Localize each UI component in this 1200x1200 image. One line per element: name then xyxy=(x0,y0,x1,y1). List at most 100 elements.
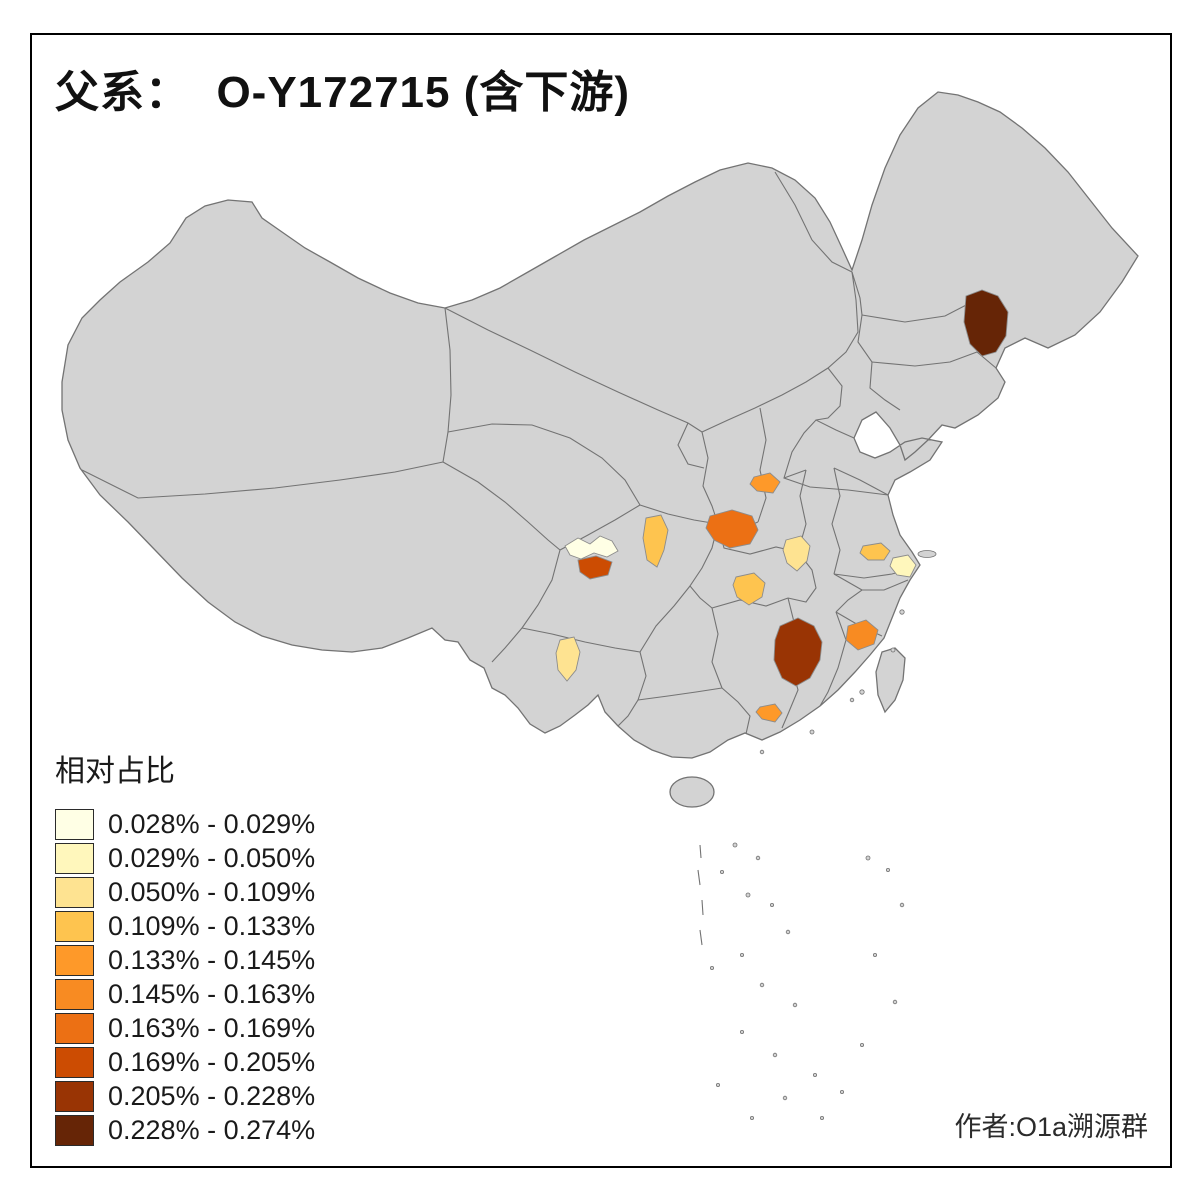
region-yunnan-central xyxy=(555,636,581,682)
province-border-line xyxy=(521,627,641,653)
islet xyxy=(759,749,765,755)
legend-range-label: 0.169% - 0.205% xyxy=(108,1047,316,1077)
province-border-line xyxy=(787,551,817,603)
islet xyxy=(755,855,761,861)
province-border-line xyxy=(851,271,901,411)
region-guangdong-delta xyxy=(755,703,783,723)
legend-swatch xyxy=(55,945,94,976)
legend-entry: 0.145% - 0.163% xyxy=(55,979,315,1010)
province-border-line xyxy=(637,687,723,701)
legend-entry: 0.163% - 0.169% xyxy=(55,1013,316,1044)
islet xyxy=(785,929,791,935)
legend-swatch xyxy=(55,809,94,840)
province-border-line xyxy=(701,431,719,525)
taiwan-island xyxy=(875,647,906,714)
islet xyxy=(740,1030,745,1035)
legend-range-label: 0.109% - 0.133% xyxy=(108,911,316,941)
province-border-line xyxy=(783,469,807,479)
legend-range-label: 0.029% - 0.050% xyxy=(108,843,316,873)
legend-swatch xyxy=(55,1047,94,1078)
region-sichuan-central xyxy=(564,535,619,560)
legend-range-label: 0.163% - 0.169% xyxy=(108,1013,316,1043)
legend-swatch xyxy=(55,1013,94,1044)
highlighted-regions xyxy=(555,289,1009,723)
region-jiangsu-south xyxy=(859,542,891,561)
islet xyxy=(720,870,725,875)
province-border-line xyxy=(444,307,703,433)
province-border-line xyxy=(639,504,719,525)
legend-entry: 0.029% - 0.050% xyxy=(55,843,316,874)
islet xyxy=(782,1095,788,1101)
islet xyxy=(859,689,865,695)
region-anhui-west xyxy=(782,535,811,572)
islet xyxy=(732,842,738,848)
legend-entry: 0.109% - 0.133% xyxy=(55,911,316,942)
legend: 相对占比 0.028% - 0.029% 0.029% - 0.050% 0.050… xyxy=(55,746,315,1150)
islet xyxy=(710,966,715,971)
province-border-line xyxy=(819,611,847,707)
islet xyxy=(750,1116,755,1121)
islet xyxy=(716,1083,721,1088)
province-border-line xyxy=(783,419,889,496)
map-title: 父系： O-Y172715 (含下游) xyxy=(55,68,631,117)
islet xyxy=(740,953,745,958)
legend-swatch xyxy=(55,1115,94,1146)
province-border-line xyxy=(774,171,853,273)
legend-entry: 0.169% - 0.205% xyxy=(55,1047,316,1078)
islet xyxy=(865,855,871,861)
islet xyxy=(772,1052,778,1058)
islet xyxy=(809,729,815,735)
province-border-line xyxy=(831,467,841,575)
islet xyxy=(840,1090,845,1095)
legend-range-label: 0.050% - 0.109% xyxy=(108,877,316,907)
province-border-line xyxy=(833,573,863,591)
region-gansu-south xyxy=(642,514,669,568)
legend-entry: 0.205% - 0.228% xyxy=(55,1081,315,1112)
province-border-line xyxy=(639,585,691,653)
islet xyxy=(759,982,765,988)
legend-entry: 0.050% - 0.109% xyxy=(55,877,316,908)
legend-range-label: 0.028% - 0.029% xyxy=(108,809,316,839)
province-border-line xyxy=(81,461,444,499)
province-border-line xyxy=(757,407,767,523)
islet xyxy=(820,1116,825,1121)
region-northeast-jilin xyxy=(963,289,1009,357)
province-border-line xyxy=(442,307,452,463)
islet xyxy=(792,1002,798,1008)
province-border-line xyxy=(871,351,997,369)
china-mainland-shape xyxy=(61,91,1139,759)
mainland xyxy=(61,91,1139,808)
region-fujian-coast xyxy=(845,619,879,651)
legend-swatch xyxy=(55,843,94,874)
legend-range-label: 0.228% - 0.274% xyxy=(108,1115,316,1145)
islet xyxy=(890,647,896,653)
legend-entry: 0.133% - 0.145% xyxy=(55,945,315,976)
province-border-line xyxy=(701,271,859,433)
province-border-line xyxy=(689,523,719,609)
legend-swatch xyxy=(55,979,94,1010)
islet xyxy=(899,609,905,615)
chongming-island xyxy=(917,550,937,558)
region-hubei-southwest xyxy=(732,572,766,606)
province-border-line xyxy=(442,461,561,551)
islet xyxy=(899,902,905,908)
legend-swatch xyxy=(55,911,94,942)
province-border-line xyxy=(815,367,843,421)
islet xyxy=(860,1043,865,1048)
legend-swatch xyxy=(55,1081,94,1112)
attribution: 作者:O1a溯源群 xyxy=(954,1112,1148,1142)
islet xyxy=(892,999,898,1005)
region-hubei-north xyxy=(705,509,759,549)
region-jiangxi xyxy=(773,617,823,687)
legend-entry: 0.028% - 0.029% xyxy=(55,809,316,840)
islet xyxy=(813,1073,818,1078)
islet xyxy=(745,892,751,898)
region-sichuan-south xyxy=(577,555,613,580)
province-border-line xyxy=(491,549,561,663)
province-border-line xyxy=(833,467,889,496)
legend-entries: 0.028% - 0.029% 0.029% - 0.050% 0.050% - 0… xyxy=(55,809,316,1146)
islet xyxy=(770,903,775,908)
hainan-island xyxy=(669,776,715,808)
